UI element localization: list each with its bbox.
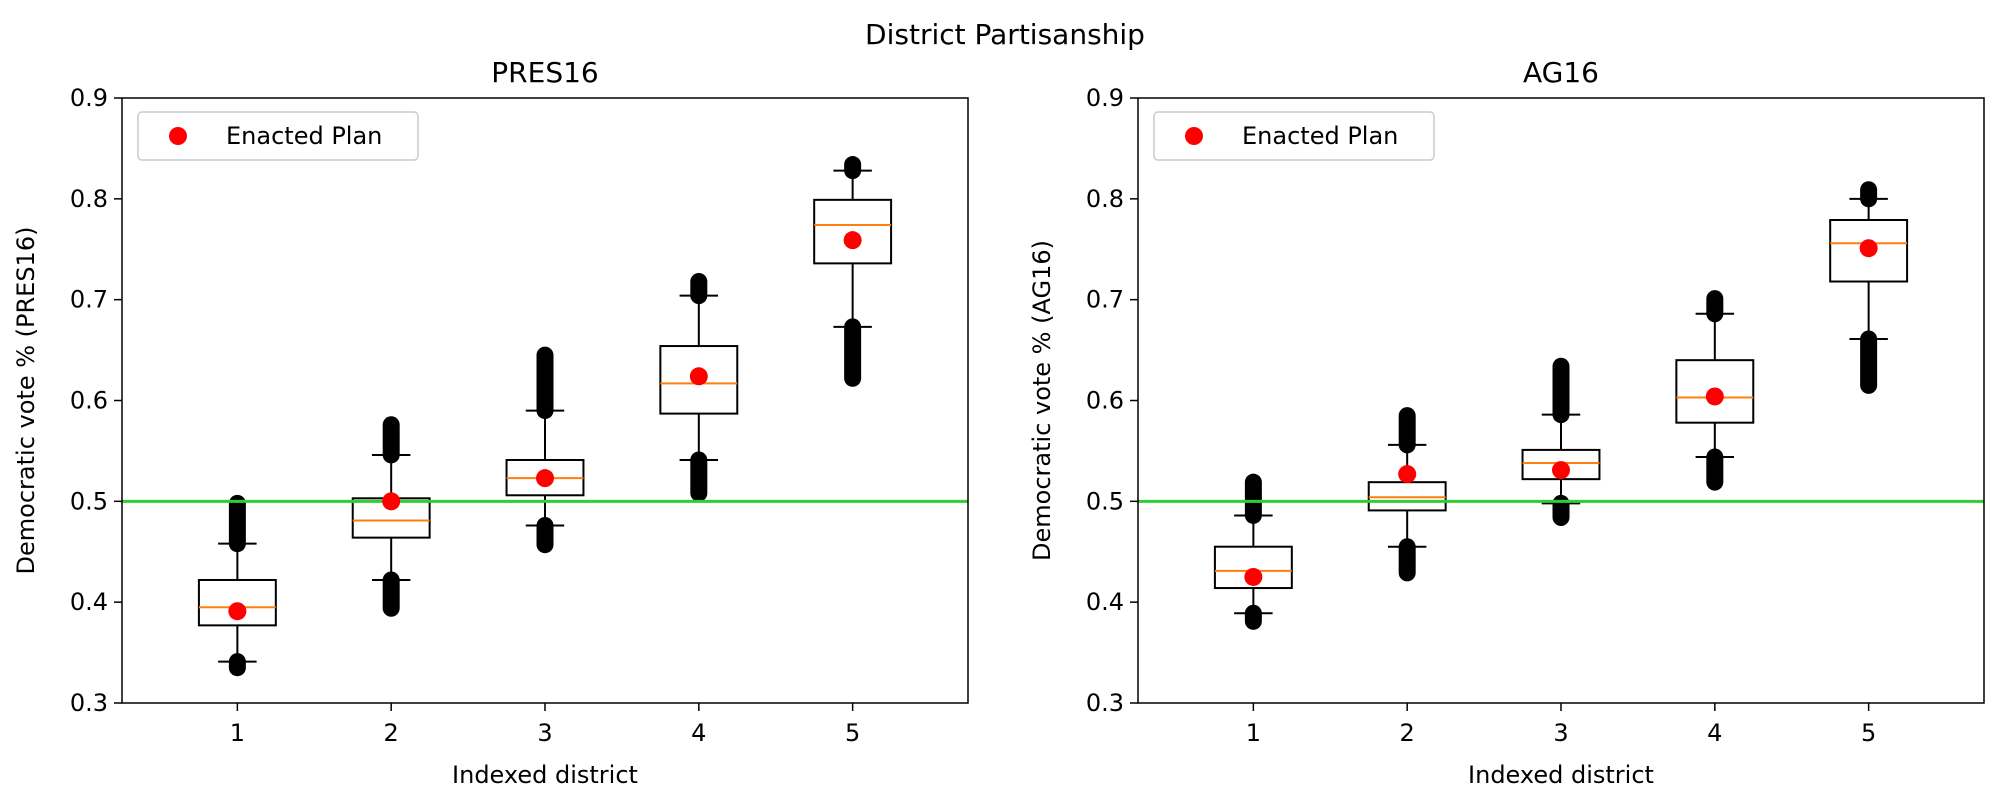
y-tick-label: 0.3 (1086, 689, 1124, 717)
legend-marker (1185, 127, 1203, 145)
enacted-point-district-5 (1859, 239, 1878, 258)
x-axis-label: Indexed district (1468, 761, 1654, 789)
x-axis-label: Indexed district (452, 761, 638, 789)
x-tick-label: 4 (691, 719, 706, 747)
x-tick-label: 1 (1246, 719, 1261, 747)
axes-title: PRES16 (491, 56, 598, 89)
box-district-1 (197, 494, 277, 677)
box-district-3 (505, 346, 585, 554)
box-district-2 (1367, 407, 1447, 582)
y-tick-label: 0.9 (1086, 84, 1124, 112)
y-tick-label: 0.6 (1086, 387, 1124, 415)
legend-marker (169, 127, 187, 145)
y-tick-label: 0.7 (70, 286, 108, 314)
y-axis-label: Democratic vote % (PRES16) (12, 227, 40, 575)
y-tick-label: 0.9 (70, 84, 108, 112)
x-tick-label: 5 (845, 719, 860, 747)
enacted-point-district-1 (1244, 567, 1263, 586)
box-district-5 (1829, 181, 1909, 394)
x-tick-label: 1 (230, 719, 245, 747)
legend: Enacted Plan (1153, 111, 1435, 161)
x-tick-label: 3 (1553, 719, 1568, 747)
enacted-point-district-5 (843, 231, 862, 250)
box-district-5 (813, 156, 893, 387)
legend-frame (1153, 111, 1435, 161)
axes-title: AG16 (1523, 56, 1599, 89)
y-tick-label: 0.4 (1086, 588, 1124, 616)
axes-frame (1137, 97, 1985, 704)
enacted-point-district-3 (1552, 461, 1570, 480)
enacted-point-district-2 (382, 492, 401, 511)
y-tick-label: 0.8 (1086, 185, 1124, 213)
legend-label: Enacted Plan (226, 122, 382, 150)
y-tick-label: 0.3 (70, 689, 108, 717)
enacted-point-district-2 (1398, 465, 1417, 484)
enacted-point-district-1 (228, 602, 247, 621)
x-tick-label: 2 (384, 719, 399, 747)
box-iqr (1367, 481, 1447, 512)
legend-frame (137, 111, 419, 161)
y-tick-label: 0.8 (70, 185, 108, 213)
legend-label: Enacted Plan (1242, 122, 1398, 150)
y-tick-label: 0.4 (70, 588, 108, 616)
x-tick-label: 3 (537, 719, 552, 747)
y-tick-label: 0.5 (70, 487, 108, 515)
box-district-2 (351, 416, 431, 617)
x-tick-label: 5 (1861, 719, 1876, 747)
x-tick-label: 4 (1707, 719, 1722, 747)
axes-frame (121, 97, 969, 704)
chart-panel-pres16: PRES16 0.3 0.4 0.5 0.6 0.7 0.8 0.9 1 2 3 4 5 Indexed … (12, 56, 969, 789)
box-district-4 (659, 273, 739, 502)
chart-panel-ag16: AG16 0.3 0.4 0.5 0.6 0.7 0.8 0.9 1 2 3 4 5 Indexed di… (1028, 56, 1985, 789)
enacted-point-district-4 (1705, 387, 1724, 406)
y-axis-label: Democratic vote % (AG16) (1028, 240, 1056, 561)
x-tick-label: 2 (1400, 719, 1415, 747)
enacted-point-district-3 (536, 469, 554, 488)
figure-suptitle: District Partisanship (865, 18, 1145, 51)
y-tick-label: 0.5 (1086, 487, 1124, 515)
y-tick-label: 0.6 (70, 387, 108, 415)
legend: Enacted Plan (137, 111, 419, 161)
box-iqr (1213, 545, 1293, 590)
enacted-point-district-4 (689, 367, 708, 386)
box-district-3 (1521, 357, 1601, 526)
box-district-1 (1213, 473, 1293, 630)
y-tick-label: 0.7 (1086, 286, 1124, 314)
